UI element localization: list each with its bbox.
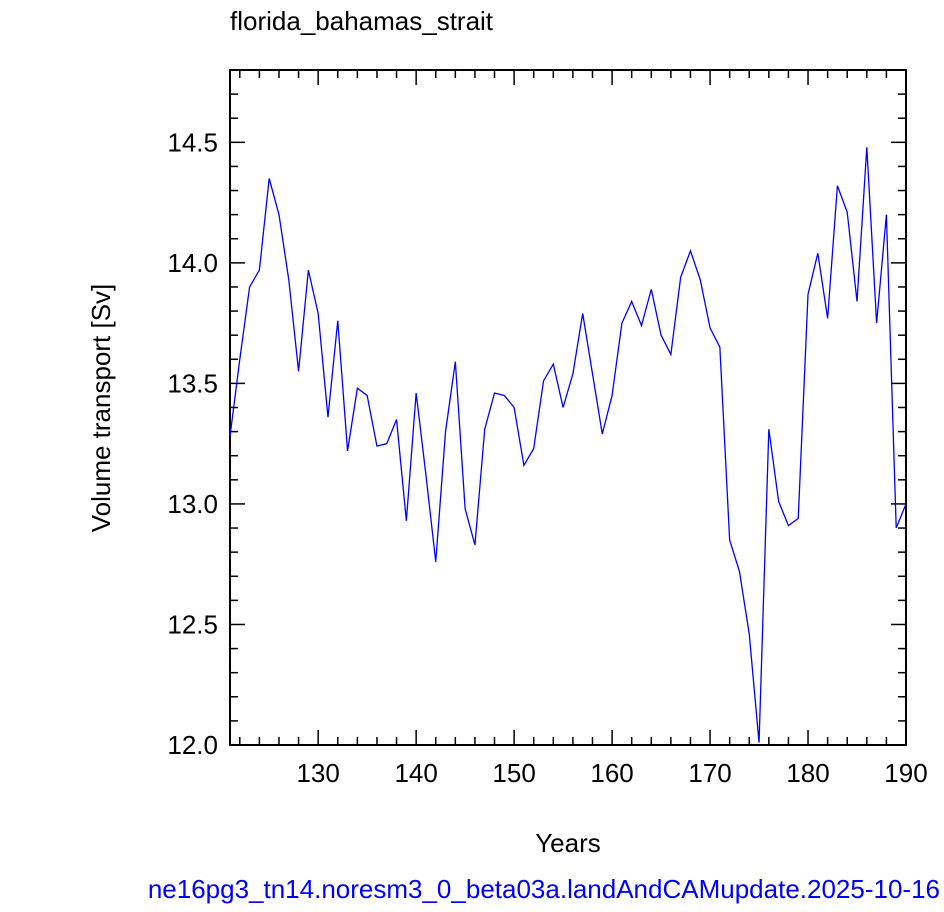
x-tick-label: 170 — [688, 758, 731, 788]
chart-title: florida_bahamas_strait — [230, 6, 494, 36]
x-tick-label: 160 — [590, 758, 633, 788]
y-tick-label: 13.5 — [167, 368, 218, 398]
x-tick-label: 150 — [492, 758, 535, 788]
footer: ne16pg3_tn14.noresm3_0_beta03a.landAndCA… — [148, 874, 940, 904]
x-tick-label: 180 — [786, 758, 829, 788]
y-tick-label: 12.5 — [167, 609, 218, 639]
y-axis-label: Volume transport [Sv] — [86, 284, 116, 533]
plot-frame — [229, 69, 907, 746]
x-axis-label: Years — [535, 828, 601, 858]
y-tick-label: 14.5 — [167, 127, 218, 157]
y-tick-label: 12.0 — [167, 730, 218, 760]
y-tick-label: 13.0 — [167, 489, 218, 519]
y-tick-label: 14.0 — [167, 248, 218, 278]
x-tick-label: 140 — [394, 758, 437, 788]
data-line — [229, 147, 907, 743]
x-tick-label: 130 — [296, 758, 339, 788]
x-tick-label: 190 — [884, 758, 927, 788]
